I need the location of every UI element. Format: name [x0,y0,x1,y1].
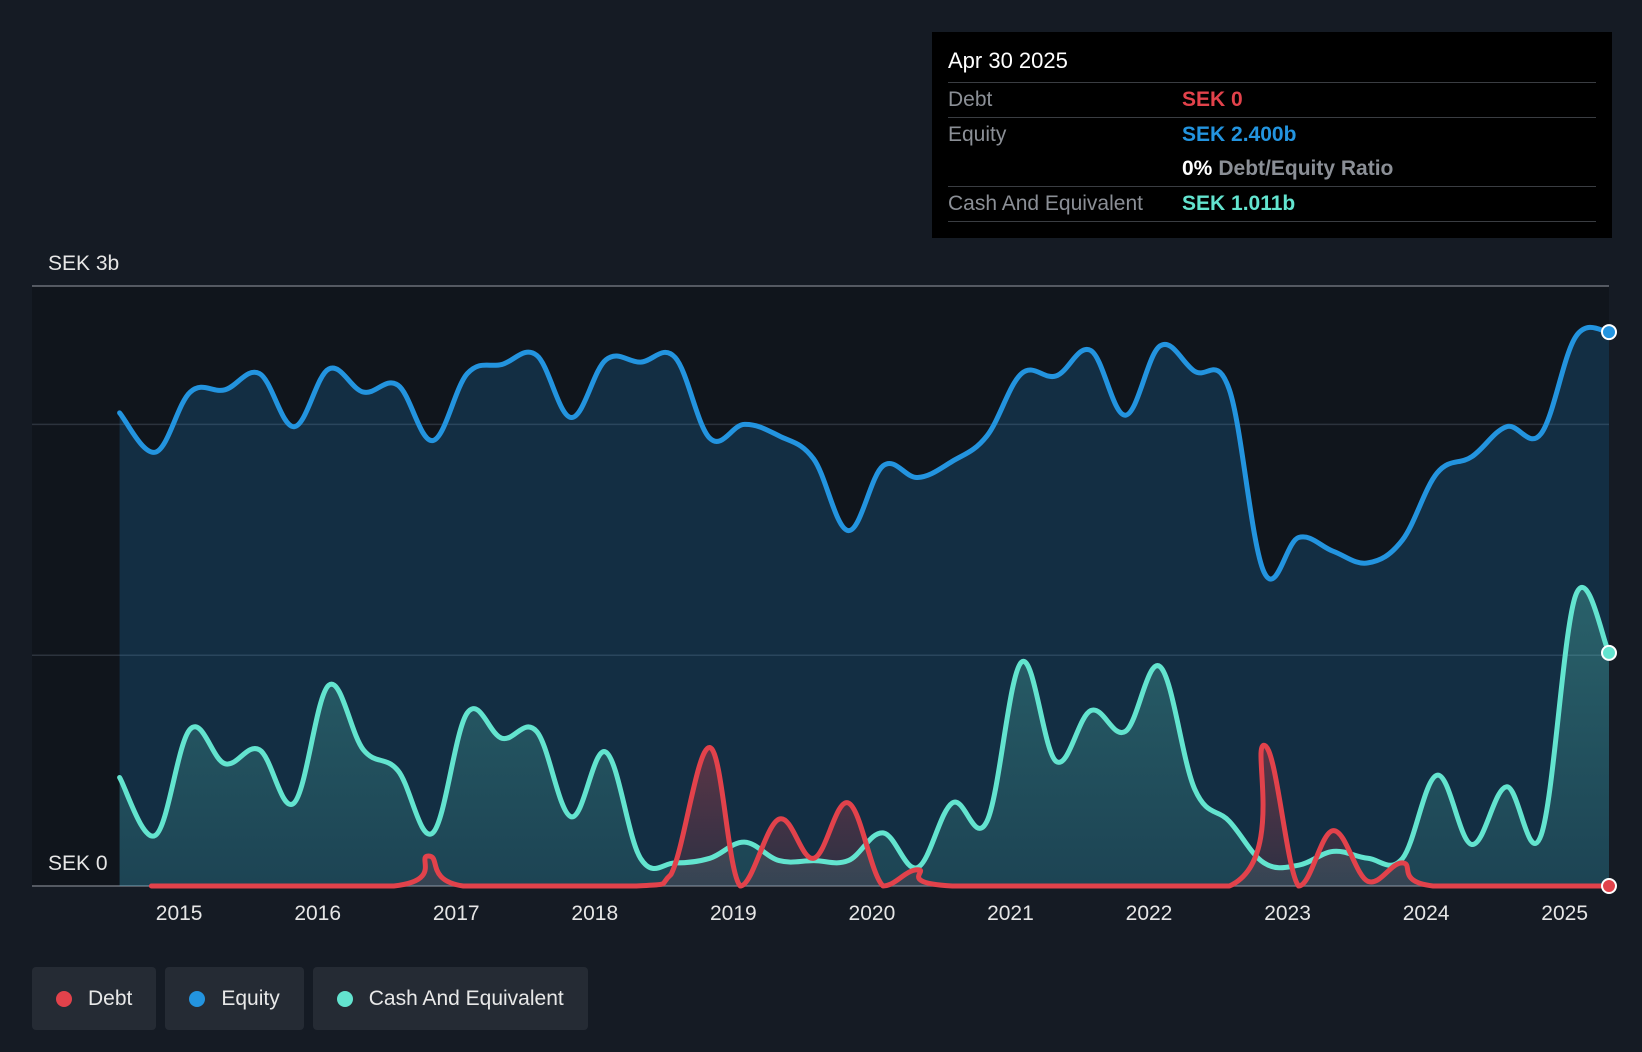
debt-line [148,742,1612,889]
tooltip-equity-row: Equity SEK 2.400b [948,117,1596,152]
legend-item-debt[interactable]: Debt [32,967,157,1030]
tooltip-debt-label: Debt [948,88,993,111]
tooltip-ratio-pct: 0% [1182,157,1213,180]
tooltip-cash-label: Cash And Equivalent [948,192,1143,215]
tooltip-panel: Apr 30 2025 Debt SEK 0 Equity SEK 2.400b… [932,32,1612,238]
legend-label-equity: Equity [221,986,280,1010]
plot-background [32,286,1609,886]
tooltip-equity-value: SEK 2.400b [1182,123,1297,146]
cash-dot-icon [336,990,353,1007]
x-tick-label-2016: 2016 [294,902,341,925]
x-tick-label-2018: 2018 [571,902,618,925]
cash-end-marker [1601,644,1617,661]
tooltip-cash-row: Cash And Equivalent SEK 1.011b [948,186,1596,222]
debt-dot-icon [56,990,72,1007]
legend-item-cash[interactable]: Cash And Equivalent [312,967,588,1030]
tooltip-date: Apr 30 2025 [948,48,1068,73]
legend-label-cash: Cash And Equivalent [368,986,564,1010]
tooltip-debt-value: SEK 0 [1182,88,1243,111]
debt-end-marker [1601,878,1617,894]
legend-item-equity[interactable]: Equity [165,967,304,1030]
tooltip-ratio-label: Debt/Equity Ratio [1218,157,1394,180]
x-tick-label-2024: 2024 [1403,902,1450,925]
x-tick-label-2025: 2025 [1541,902,1588,925]
x-tick-label-2019: 2019 [710,902,757,925]
equity-dot-icon [189,990,206,1007]
x-tick-label-2017: 2017 [433,902,480,925]
y-axis-top-label: SEK 3b [48,252,119,275]
y-axis-bottom-label: SEK 0 [48,852,108,875]
tooltip-equity-label: Equity [948,123,1007,146]
tooltip-ratio-row: 0% Debt/Equity Ratio [948,152,1596,186]
x-tick-label-2022: 2022 [1126,902,1173,925]
chart-legend: Debt Equity Cash And Equivalent [32,967,597,1030]
x-tick-label-2015: 2015 [156,902,203,925]
x-tick-label-2023: 2023 [1264,902,1311,925]
x-tick-label-2021: 2021 [987,902,1034,925]
cash-area [119,587,1610,886]
equity-line [117,324,1612,582]
equity-end-marker [1601,324,1617,341]
tooltip-debt-row: Debt SEK 0 [948,82,1596,117]
legend-label-debt: Debt [88,986,133,1010]
x-tick-label-2020: 2020 [849,902,896,925]
tooltip-cash-value: SEK 1.011b [1182,192,1296,215]
